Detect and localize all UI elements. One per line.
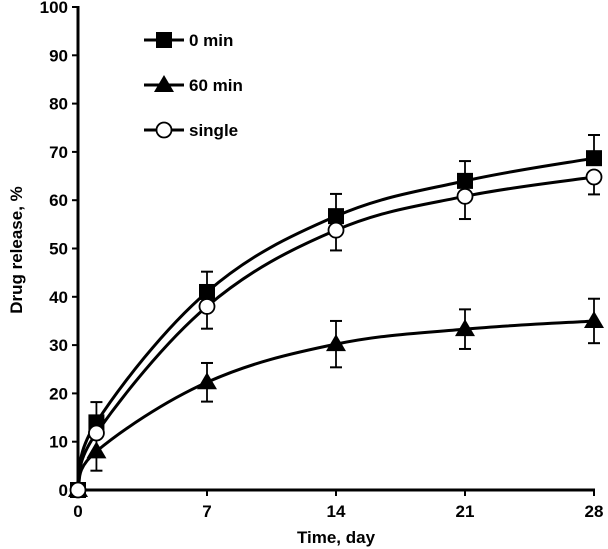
y-tick-label: 100 xyxy=(40,0,68,17)
x-tick-label: 14 xyxy=(327,502,346,521)
legend-marker-0-min xyxy=(156,32,172,48)
marker-single xyxy=(456,187,474,205)
y-tick-label: 50 xyxy=(49,240,68,259)
y-tick-label: 90 xyxy=(49,46,68,65)
marker-60-min xyxy=(455,319,475,337)
marker-0-min xyxy=(586,150,602,167)
y-tick-label: 80 xyxy=(49,95,68,114)
marker-0-min xyxy=(457,172,473,189)
x-tick-label: 0 xyxy=(73,502,82,521)
marker-60-min xyxy=(326,334,346,352)
x-tick-label: 28 xyxy=(585,502,604,521)
y-axis-title: Drug release, % xyxy=(7,186,26,314)
marker-60-min xyxy=(584,310,604,328)
marker-single xyxy=(69,481,87,499)
y-tick-label: 60 xyxy=(49,191,68,210)
marker-60-min xyxy=(197,372,217,390)
y-tick-label: 20 xyxy=(49,384,68,403)
y-tick-label: 0 xyxy=(59,481,68,500)
x-tick-label: 21 xyxy=(456,502,475,521)
y-tick-label: 70 xyxy=(49,143,68,162)
ticks: 0 10 20 30 40 50 60 70 80 90 100 0 7 14 21 28 xyxy=(40,0,604,521)
legend-item-single: single xyxy=(144,121,238,140)
legend: 0 min 60 min single xyxy=(144,31,243,140)
y-tick-label: 10 xyxy=(49,433,68,452)
y-tick-label: 40 xyxy=(49,288,68,307)
marker-single xyxy=(88,424,105,442)
marker-0-min xyxy=(199,283,215,300)
y-tick-label: 30 xyxy=(49,336,68,355)
error-bars xyxy=(90,133,600,472)
data-markers xyxy=(68,150,604,499)
legend-label: single xyxy=(189,121,238,140)
marker-0-min xyxy=(328,208,344,225)
legend-label: 60 min xyxy=(189,76,243,95)
marker-60-min xyxy=(86,441,107,459)
legend-marker-60-min xyxy=(154,75,174,92)
legend-item-60-min: 60 min xyxy=(144,75,243,95)
x-axis-title: Time, day xyxy=(297,528,376,547)
legend-item-0-min: 0 min xyxy=(144,31,233,50)
x-tick-label: 7 xyxy=(202,502,211,521)
legend-marker-single xyxy=(155,121,173,139)
marker-single xyxy=(198,298,216,315)
marker-single xyxy=(327,221,345,239)
legend-label: 0 min xyxy=(189,31,233,50)
marker-single xyxy=(585,168,603,186)
